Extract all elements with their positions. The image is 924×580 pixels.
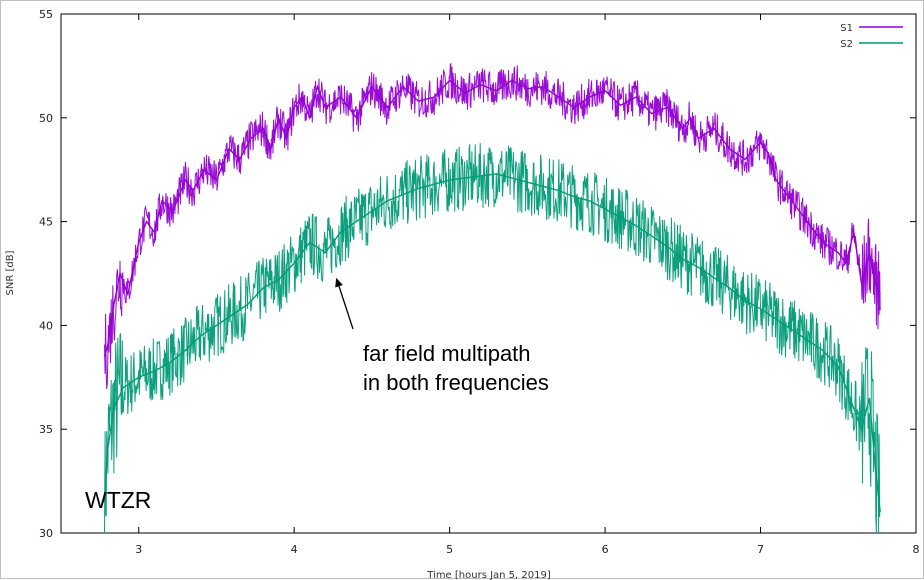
annotation-line-1: far field multipath	[363, 341, 531, 366]
series-s2-noise	[104, 143, 881, 534]
y-tick-label: 55	[39, 8, 53, 21]
multipath-annotation: far field multipath in both frequencies	[335, 277, 549, 395]
annotation-line-2: in both frequencies	[363, 370, 549, 395]
y-tick-label: 35	[39, 423, 53, 436]
annotation-arrowhead	[335, 277, 343, 288]
x-tick-label: 3	[135, 543, 142, 556]
legend: S1 S2	[840, 23, 903, 50]
series-layer	[103, 62, 881, 534]
series-s1-line	[103, 79, 881, 357]
y-tick-label: 40	[39, 319, 53, 332]
legend-label-s1: S1	[840, 23, 853, 34]
station-label: WTZR	[85, 487, 151, 513]
plot-frame	[60, 13, 917, 534]
x-tick-label: 7	[757, 543, 764, 556]
series-s2-line	[103, 173, 881, 513]
x-tick-label: 6	[602, 543, 609, 556]
y-tick-label: 45	[39, 216, 53, 229]
y-axis-label: SNR [dB]	[5, 250, 16, 295]
x-axis-label: Time [hours Jan 5, 2019]	[426, 570, 551, 580]
x-tick-label: 8	[913, 543, 920, 556]
legend-label-s2: S2	[840, 39, 853, 50]
series-s1-noise	[104, 62, 881, 389]
y-tick-label: 50	[39, 112, 53, 125]
x-tick-label: 5	[446, 543, 453, 556]
y-tick-label: 30	[39, 527, 53, 540]
x-tick-label: 4	[291, 543, 298, 556]
annotation-arrow	[338, 285, 354, 330]
